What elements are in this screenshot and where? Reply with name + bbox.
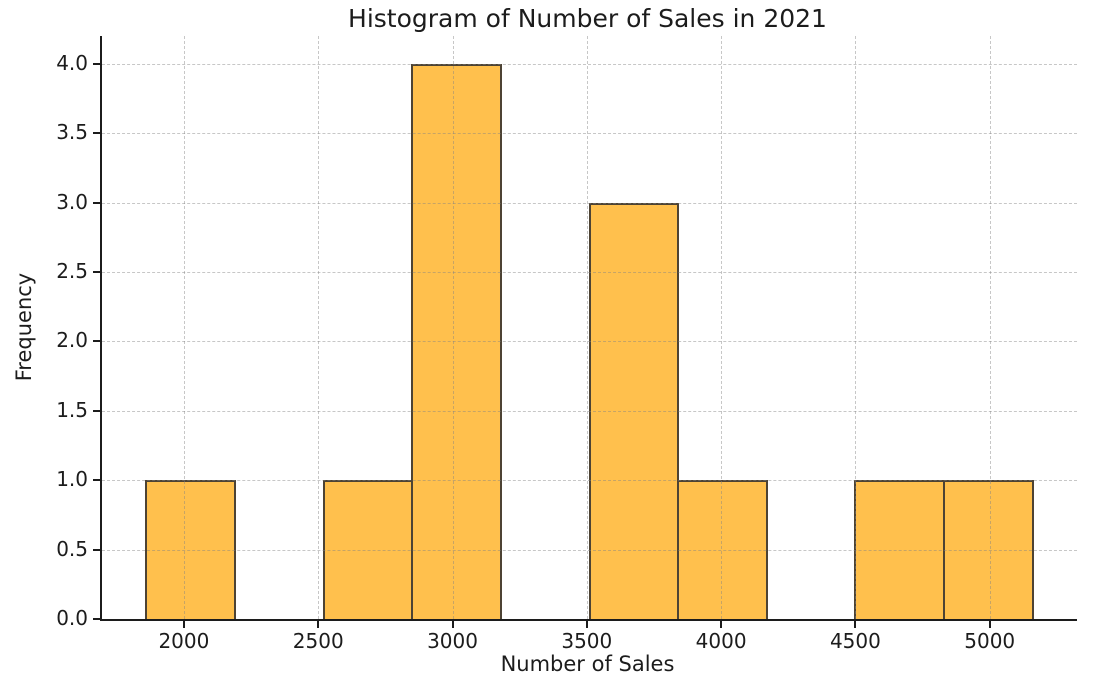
gridline-vertical — [183, 36, 185, 619]
x-tick-label: 2000 — [158, 629, 210, 653]
y-tick-label: 1.0 — [56, 467, 88, 492]
histogram-bar — [588, 202, 680, 619]
y-tick-label: 3.0 — [56, 189, 88, 214]
x-tick-mark — [451, 621, 454, 628]
x-tick-label: 5000 — [964, 629, 1016, 653]
plot-area: 2000 2500 3000 3500 4000 4500 5000 0.0 0.5 1.0 1.5… — [56, 36, 1077, 653]
y-tick-mark — [93, 409, 100, 412]
x-tick-mark — [317, 621, 320, 628]
gridline-vertical — [586, 36, 588, 619]
y-tick-label: 0.5 — [56, 536, 88, 561]
gridline-horizontal — [102, 133, 1077, 135]
histogram-bar — [145, 480, 236, 619]
y-axis-label: Frequency — [12, 272, 36, 382]
y-tick-mark — [93, 340, 100, 343]
y-tick-mark — [93, 132, 100, 135]
gridline-vertical — [855, 36, 857, 619]
x-tick-mark — [720, 621, 723, 628]
x-tick-label: 4000 — [695, 629, 747, 653]
y-tick-mark — [93, 270, 100, 273]
gridline-vertical — [452, 36, 454, 619]
x-tick-mark — [988, 621, 991, 628]
x-tick-mark — [182, 621, 185, 628]
y-tick-mark — [93, 618, 100, 620]
x-tick-label: 4500 — [829, 629, 881, 653]
histogram-bar — [854, 480, 946, 619]
chart-title: Histogram of Number of Sales in 2021 — [348, 4, 827, 33]
histogram-bar — [943, 480, 1034, 619]
gridline-horizontal — [102, 549, 1077, 551]
gridline-horizontal — [102, 202, 1077, 204]
x-tick-label: 2500 — [292, 629, 344, 653]
gridline-horizontal — [102, 410, 1077, 412]
x-tick-label: 3500 — [561, 629, 613, 653]
histogram-bar — [677, 480, 768, 619]
y-tick-label: 2.5 — [56, 258, 88, 283]
y-tick-mark — [93, 62, 100, 65]
gridline-vertical — [989, 36, 991, 619]
gridline-vertical — [721, 36, 723, 619]
y-tick-label: 3.5 — [56, 120, 88, 145]
histogram-bar — [322, 480, 414, 619]
gridline-horizontal — [102, 341, 1077, 343]
y-tick-label: 0.0 — [56, 606, 88, 630]
y-tick-label: 1.5 — [56, 397, 88, 422]
histogram-bar — [411, 63, 502, 619]
x-tick-mark — [585, 621, 588, 628]
x-tick-mark — [854, 621, 857, 628]
gridline-horizontal — [102, 271, 1077, 273]
x-tick-label: 3000 — [427, 629, 478, 653]
y-tick-label: 4.0 — [56, 50, 88, 75]
gridline-horizontal — [102, 63, 1077, 65]
gridline-horizontal — [102, 480, 1077, 482]
y-tick-mark — [93, 201, 100, 204]
y-tick-mark — [93, 548, 100, 551]
x-axis-label: Number of Sales — [500, 652, 675, 676]
y-tick-label: 2.0 — [56, 328, 88, 353]
y-tick-mark — [93, 479, 100, 482]
gridline-vertical — [318, 36, 320, 619]
